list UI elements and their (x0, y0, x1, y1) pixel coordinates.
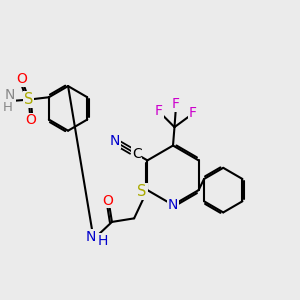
Text: N: N (5, 88, 15, 102)
Text: O: O (16, 72, 27, 86)
Text: S: S (137, 184, 147, 199)
Text: O: O (102, 194, 113, 208)
Text: F: F (188, 106, 196, 120)
Text: H: H (98, 234, 108, 248)
Text: S: S (24, 92, 34, 107)
Text: F: F (172, 97, 180, 111)
Text: C: C (132, 147, 142, 160)
Text: N: N (168, 198, 178, 212)
Text: F: F (155, 104, 163, 118)
Text: N: N (85, 230, 96, 244)
Text: O: O (26, 113, 37, 128)
Text: N: N (110, 134, 120, 148)
Text: H: H (2, 101, 12, 114)
